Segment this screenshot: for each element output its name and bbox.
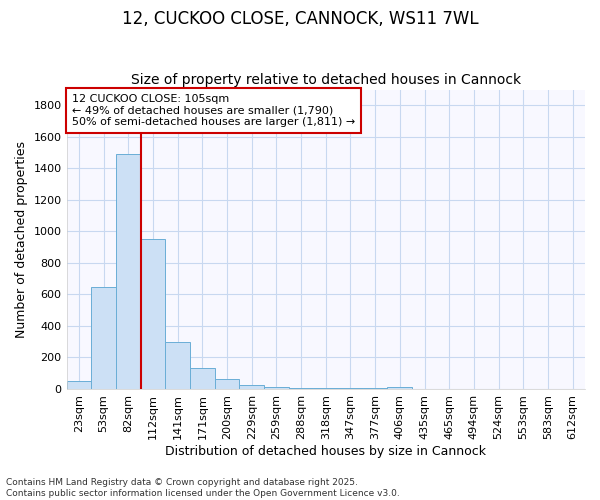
Bar xyxy=(264,386,289,389)
Text: 12 CUCKOO CLOSE: 105sqm
← 49% of detached houses are smaller (1,790)
50% of semi: 12 CUCKOO CLOSE: 105sqm ← 49% of detache… xyxy=(72,94,355,127)
Bar xyxy=(239,385,264,389)
Text: 12, CUCKOO CLOSE, CANNOCK, WS11 7WL: 12, CUCKOO CLOSE, CANNOCK, WS11 7WL xyxy=(122,10,478,28)
Bar xyxy=(388,386,412,389)
X-axis label: Distribution of detached houses by size in Cannock: Distribution of detached houses by size … xyxy=(165,444,486,458)
Bar xyxy=(116,154,140,389)
Bar xyxy=(190,368,215,389)
Bar xyxy=(313,388,338,389)
Bar xyxy=(289,388,313,389)
Bar xyxy=(215,378,239,389)
Bar xyxy=(91,286,116,389)
Bar xyxy=(140,240,165,389)
Text: Contains HM Land Registry data © Crown copyright and database right 2025.
Contai: Contains HM Land Registry data © Crown c… xyxy=(6,478,400,498)
Bar xyxy=(165,342,190,389)
Bar xyxy=(363,388,388,389)
Y-axis label: Number of detached properties: Number of detached properties xyxy=(15,141,28,338)
Bar xyxy=(67,381,91,389)
Bar xyxy=(338,388,363,389)
Title: Size of property relative to detached houses in Cannock: Size of property relative to detached ho… xyxy=(131,73,521,87)
